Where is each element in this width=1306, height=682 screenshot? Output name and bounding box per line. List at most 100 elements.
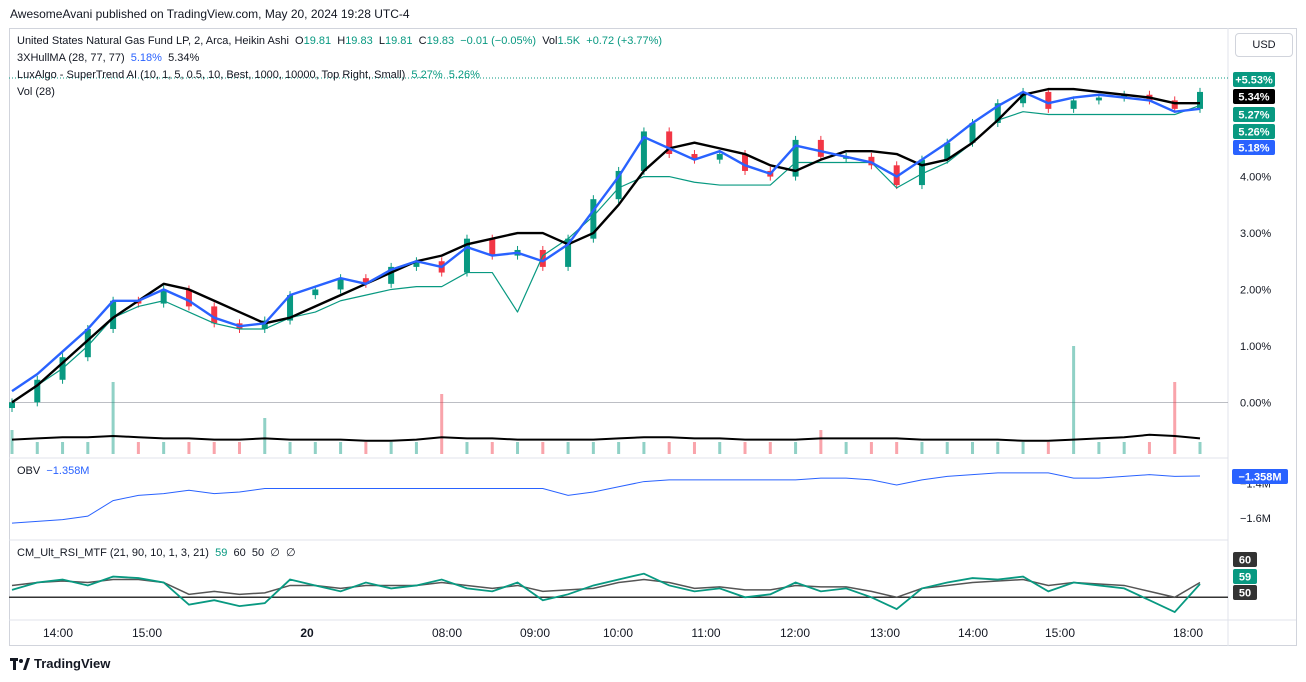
y-tick-label: 4.00%	[1240, 172, 1271, 184]
legend-vol-ind: Vol (28)	[17, 86, 55, 98]
candle-body	[312, 289, 319, 296]
legend-hull-v2: 5.34%	[168, 52, 200, 64]
obv-line	[11, 472, 1201, 524]
candle-body	[539, 249, 546, 267]
x-tick-label: 12:00	[780, 626, 810, 640]
legend-rsi-v5: ∅	[285, 547, 296, 559]
candle-body	[463, 238, 470, 273]
legend-rsi-name: CM_Ult_RSI_MTF (21, 90, 10, 1, 3, 21)	[17, 547, 209, 559]
volume-bar	[187, 442, 191, 454]
candle-body	[640, 131, 647, 171]
badge-text: 5.27%	[1238, 110, 1269, 122]
y-tick-label: 0.00%	[1240, 397, 1271, 409]
candle-body	[489, 238, 496, 256]
publish-caption: AwesomeAvani published on TradingView.co…	[10, 7, 410, 21]
volume-bar	[1021, 442, 1025, 454]
volume-bar	[465, 442, 469, 454]
candle-body	[1045, 91, 1052, 109]
badge-text: 5.18%	[1238, 143, 1269, 155]
legend-main-title: United States Natural Gas Fund LP, 2, Ar…	[17, 35, 289, 47]
volume-bar	[339, 442, 343, 454]
legend-obv-name: OBV	[17, 465, 41, 477]
x-tick-label: 09:00	[520, 626, 550, 640]
volume-bar	[490, 442, 494, 454]
legend-close: 19.83	[426, 35, 455, 47]
volume-bar	[819, 430, 823, 454]
volume-bar	[1122, 442, 1126, 454]
tradingview-logo-text: TradingView	[34, 656, 111, 671]
volume-bar	[667, 442, 671, 454]
badge-text: −1.358M	[1238, 472, 1281, 484]
candle-body	[817, 139, 824, 157]
volume-bar	[288, 442, 292, 454]
candle-body	[868, 156, 875, 166]
badge-supertrend-1: 5.27%	[1233, 107, 1275, 122]
volume-bar	[61, 442, 65, 454]
volume-bar	[617, 442, 621, 454]
badge-bg	[1233, 585, 1257, 600]
legend-obv: OBV −1.358M	[17, 465, 89, 477]
legend-rsi: CM_Ult_RSI_MTF (21, 90, 10, 1, 3, 21) 59…	[17, 546, 296, 559]
x-tick-label: 18:00	[1173, 626, 1203, 640]
candle-body	[337, 278, 344, 290]
volume-bar	[162, 442, 166, 454]
obv-tick-label: −1.6M	[1240, 513, 1271, 525]
volume-bar	[692, 442, 696, 454]
badge-text: 5.26%	[1238, 127, 1269, 139]
legend-lux-name: LuxAlgo - SuperTrend AI (10, 1, 5, 0.5, …	[17, 69, 406, 81]
x-tick-label: 14:00	[958, 626, 988, 640]
slow-hull-line	[11, 87, 1200, 404]
candle-body	[742, 154, 749, 171]
x-tick-label: 15:00	[132, 626, 162, 640]
badge-bg	[1233, 72, 1275, 87]
legend-rsi-v1: 59	[215, 547, 228, 559]
badge-bg	[1233, 140, 1275, 155]
candle-body	[1020, 91, 1027, 104]
volume-bar	[768, 442, 772, 454]
volume-bar	[920, 442, 924, 454]
x-tick-label: 15:00	[1045, 626, 1075, 640]
legend-low: 19.81	[384, 35, 413, 47]
volume-bar	[1072, 346, 1076, 454]
rsi-line	[11, 572, 1201, 614]
badge-text: 60	[1239, 555, 1251, 567]
volume-bar	[743, 442, 747, 454]
x-tick-label: 08:00	[432, 626, 462, 640]
volume-bar	[996, 442, 1000, 454]
candle-body	[211, 306, 218, 324]
volume-bar	[111, 382, 115, 454]
volume-bar	[212, 442, 216, 454]
badge-text: +5.53%	[1235, 75, 1273, 87]
x-tick-label: 14:00	[43, 626, 73, 640]
badge-text: 50	[1239, 588, 1251, 600]
legend-lux: LuxAlgo - SuperTrend AI (10, 1, 5, 0.5, …	[17, 69, 480, 81]
x-tick-label: 13:00	[870, 626, 900, 640]
badge-obv: −1.358M	[1232, 469, 1288, 484]
candle-body	[185, 289, 192, 307]
volume-bar	[86, 442, 90, 454]
legend-obv-value: −1.358M	[46, 465, 90, 477]
badge-bg	[1233, 107, 1275, 122]
candle-body	[590, 199, 597, 239]
volume-bar	[35, 442, 39, 454]
supertrend-line	[11, 104, 1201, 403]
badge-text: 59	[1239, 572, 1251, 584]
candle-body	[110, 300, 117, 329]
legend-rsi-v3: 50	[251, 547, 265, 559]
volume-bar	[1173, 382, 1177, 454]
legend-close-label: C	[418, 35, 427, 47]
currency-button[interactable]: USD	[1235, 33, 1293, 57]
fast-hull-line	[11, 90, 1201, 393]
x-tick-label: 20	[300, 626, 314, 640]
candle-body	[1197, 91, 1203, 109]
volume-bar	[591, 442, 595, 454]
candle-body	[792, 139, 799, 177]
badge-bg	[1233, 124, 1275, 139]
legend-low-label: L	[378, 35, 385, 47]
volume-bar	[263, 418, 267, 454]
candle-body	[969, 122, 976, 143]
volume-bar	[440, 394, 444, 454]
candle-body	[362, 278, 369, 284]
y-tick-label: 2.00%	[1240, 284, 1271, 296]
